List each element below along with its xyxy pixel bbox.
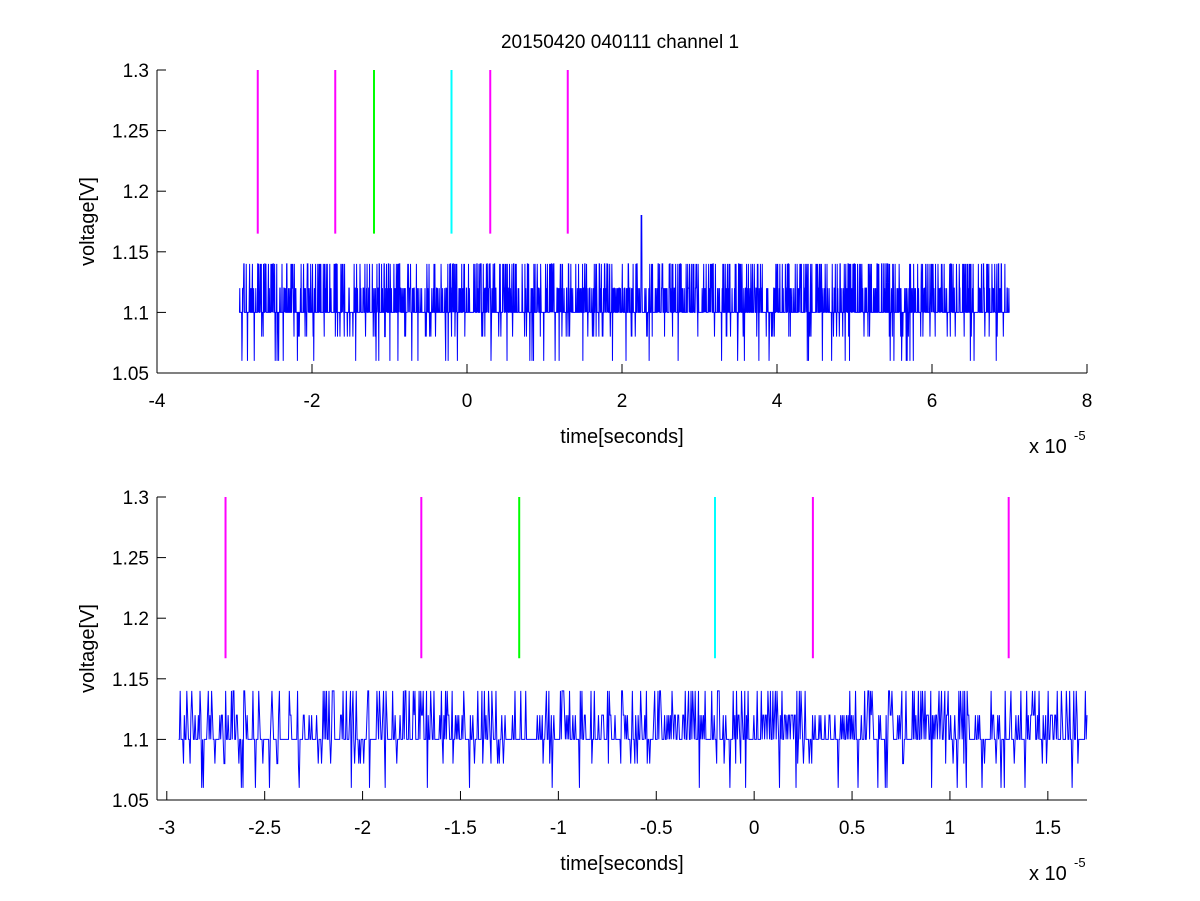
figure-title: 20150420 040111 channel 1: [501, 32, 739, 53]
x-tick-label: -1.5: [444, 818, 477, 839]
x-exponent-power: -5: [1074, 855, 1086, 870]
y-tick-label: 1.1: [123, 730, 149, 751]
x-tick-label: -1: [550, 818, 567, 839]
y-tick-label: 1.15: [112, 670, 149, 691]
x-axis-label: time[seconds]: [560, 426, 683, 448]
top-axes: 1.05 1.1 1.15 1.2 1.25 1.3 -4 -2 0 2 4 6 8 time[secon…: [77, 61, 1092, 458]
x-tick-label: 0: [749, 818, 760, 839]
y-axis-label: voltage[V]: [77, 604, 99, 693]
y-tick-label: 1.25: [112, 549, 149, 570]
x-tick-label: 6: [927, 391, 938, 412]
x-tick-label: 8: [1082, 391, 1093, 412]
y-tick-label: 1.3: [123, 61, 149, 82]
x-tick-label: -4: [149, 391, 166, 412]
x-tick-label: -2: [304, 391, 321, 412]
x-exponent-label: x 10: [1029, 863, 1067, 885]
x-tick-label: -2: [354, 818, 371, 839]
y-tick-label: 1.25: [112, 122, 149, 143]
x-tick-label: 1: [945, 818, 956, 839]
y-tick-label: 1.2: [123, 609, 149, 630]
bottom-axes: 1.05 1.1 1.15 1.2 1.25 1.3 -3 -2.5 -2 -1.5 -1 -0.5 0…: [77, 488, 1088, 885]
x-tick-label: 2: [617, 391, 628, 412]
x-tick-label: -3: [158, 818, 175, 839]
signal-trace: [238, 214, 1010, 361]
y-tick-label: 1.05: [112, 791, 149, 812]
y-tick-label: 1.3: [123, 488, 149, 509]
x-axis-label: time[seconds]: [560, 853, 683, 875]
y-tick-label: 1.2: [123, 182, 149, 203]
x-tick-label: 4: [772, 391, 783, 412]
x-tick-label: -2.5: [248, 818, 281, 839]
y-tick-label: 1.1: [123, 303, 149, 324]
x-tick-label: -0.5: [640, 818, 673, 839]
y-tick-label: 1.15: [112, 243, 149, 264]
y-tick-label: 1.05: [112, 364, 149, 385]
x-tick-label: 0.5: [839, 818, 865, 839]
y-axis-label: voltage[V]: [77, 177, 99, 266]
x-tick-label: 1.5: [1035, 818, 1061, 839]
x-tick-label: 0: [462, 391, 473, 412]
x-exponent-power: -5: [1074, 428, 1086, 443]
signal-trace: [178, 690, 1088, 788]
x-exponent-label: x 10: [1029, 436, 1067, 458]
